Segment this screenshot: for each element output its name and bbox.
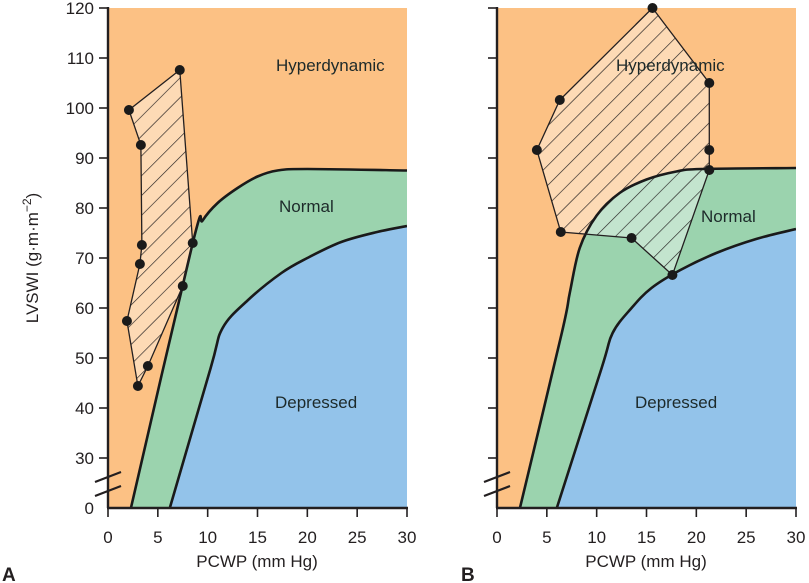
panel-a-axis-break-2 [94, 484, 122, 498]
panel-a-plot-area: 0 5 10 15 20 25 30 0 30 40 50 60 70 80 90 100 110 120 [66, 0, 417, 547]
panel-a-x-tick-label-20: 20 [298, 528, 317, 547]
panel-a-data-point-7 [142, 361, 153, 371]
panel-a-y-tick-label-90: 90 [75, 149, 94, 168]
panel-a-data-point-8 [177, 281, 188, 291]
panel-a-y-tick-label-110: 110 [67, 49, 94, 68]
region-a-depressed [169, 226, 407, 508]
panel-a-data-point-4 [134, 259, 145, 269]
panel-a-x-axis-title: PCWP (mm Hg) [196, 552, 318, 571]
panel-b-data-point-7 [531, 145, 542, 155]
panel-a-data-point-3 [136, 240, 147, 250]
panel-b: 0 5 10 15 20 25 30 Hyperdynamic Normal Depress… [461, 3, 805, 583]
region-b-depressed [556, 229, 796, 508]
panel-b-label-depressed: Depressed [635, 393, 717, 412]
panel-a-y-tick-label-120: 120 [66, 0, 94, 18]
panel-b-x-tick-label-15: 15 [637, 528, 656, 547]
panel-a-x-tick-label-15: 15 [248, 528, 267, 547]
panel-b-upper-boundary [518, 166, 796, 508]
panel-a-label-normal: Normal [279, 197, 334, 216]
panel-b-data-point-4 [667, 270, 678, 280]
panel-a-x-tick-label-30: 30 [398, 528, 417, 547]
panel-b-data-point-8 [554, 95, 565, 105]
panel-b-x-tick-label-0: 0 [492, 528, 501, 547]
panel-a-regions [108, 8, 407, 508]
panel-b-data-point-0 [647, 3, 658, 13]
panel-b-x-tick-label-30: 30 [787, 528, 806, 547]
panel-b-label-normal: Normal [701, 207, 756, 226]
panel-b-x-tick-label-5: 5 [542, 528, 551, 547]
panel-a-y-tick-label-30: 30 [75, 449, 94, 468]
panel-a-axis-break-1 [94, 470, 122, 484]
panel-b-plot-area: 0 5 10 15 20 25 30 [483, 3, 806, 547]
panel-b-data-point-2 [704, 145, 715, 155]
panel-a-lower-boundary [168, 224, 407, 508]
panel-b-axis-break-1 [483, 470, 511, 484]
panel-a-data-point-6 [132, 381, 143, 391]
panel-a-x-tick-label-5: 5 [153, 528, 162, 547]
panel-a-y-tick-label-40: 40 [75, 399, 94, 418]
panel-a-y-tick-label-60: 60 [75, 299, 94, 318]
panel-b-data-point-1 [704, 78, 715, 88]
panel-b-x-axis-title: PCWP (mm Hg) [585, 552, 707, 571]
y-axis-title-close: ) [23, 193, 42, 199]
panel-a-x-tick-label-10: 10 [198, 528, 217, 547]
panel-b-polygon-outline [536, 7, 710, 277]
panel-b-data-point-5 [626, 233, 637, 243]
panel-b-data-point-6 [555, 227, 566, 237]
panel-a-y-tick-label-0: 0 [85, 499, 94, 518]
panel-a-data-point-1 [123, 105, 134, 115]
panel-a-label-depressed: Depressed [275, 393, 357, 412]
panel-a: 0 5 10 15 20 25 30 0 30 40 50 60 70 80 90 100 110 120 Hyp… [2, 0, 416, 583]
panel-a-data-point-2 [135, 140, 146, 150]
panel-a-y-tick-label-80: 80 [75, 199, 94, 218]
panel-b-letter: B [461, 565, 475, 583]
panel-a-letter: A [2, 565, 16, 583]
panel-b-axis-break-2 [483, 484, 511, 498]
panel-a-data-point-5 [121, 316, 132, 326]
panel-a-data-point-9 [187, 238, 198, 248]
y-axis-title-superscript: −2 [20, 198, 34, 212]
panel-b-data-point-3 [704, 165, 715, 175]
panel-a-y-tick-label-50: 50 [75, 349, 94, 368]
y-axis-title-main: LVSWI (g·m·m [23, 212, 42, 323]
panel-a-x-tick-label-25: 25 [348, 528, 367, 547]
panel-a-data-point-0 [174, 65, 185, 75]
panel-b-x-tick-label-25: 25 [737, 528, 756, 547]
panel-a-x-tick-label-0: 0 [103, 528, 112, 547]
panel-b-x-tick-label-10: 10 [587, 528, 606, 547]
panel-a-y-tick-label-100: 100 [66, 99, 94, 118]
panel-b-label-hyperdynamic: Hyperdynamic [616, 56, 725, 75]
panel-b-x-tick-label-20: 20 [687, 528, 706, 547]
y-axis-title: LVSWI (g·m·m−2) [20, 193, 42, 323]
panel-a-label-hyperdynamic: Hyperdynamic [276, 56, 385, 75]
panel-b-regions [497, 8, 796, 508]
panel-b-polygon-hatch [536, 8, 710, 275]
panel-b-lower-boundary [555, 227, 796, 508]
panel-a-y-tick-label-70: 70 [75, 249, 94, 268]
